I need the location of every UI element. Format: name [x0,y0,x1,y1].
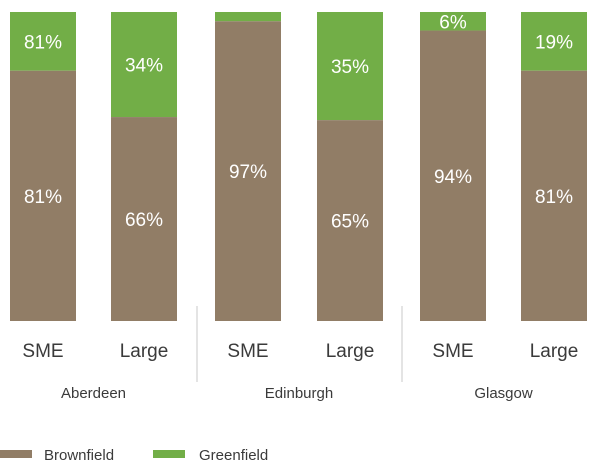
bar-brownfield-glasgow-large [521,70,587,322]
data-label-brownfield: 66% [125,210,163,231]
bar-brownfield-aberdeen-large [111,117,177,321]
legend-swatch-greenfield [153,450,185,458]
tick-label: SME [432,341,473,362]
data-label-greenfield: 34% [125,56,163,77]
group-label: Edinburgh [265,385,333,402]
bar-brownfield-glasgow-sme [420,30,486,321]
category-axis: SME Large Aberdeen SME Large Edinburgh SME Larg… [22,306,578,402]
tick-label: Large [120,341,169,362]
data-label-brownfield: 65% [331,212,369,233]
legend-label-brownfield: Brownfield [44,447,114,462]
bar-brownfield-edinburgh-large [317,120,383,322]
bar-brownfield-edinburgh-sme [215,21,281,322]
legend: Brownfield Greenfield [0,447,268,462]
tick-label: SME [227,341,268,362]
tick-label: Large [530,341,579,362]
data-label-brownfield: 94% [434,167,472,188]
legend-label-greenfield: Greenfield [199,447,268,462]
bar-greenfield-edinburgh-large [317,12,383,121]
bar-greenfield-glasgow-large [521,12,587,71]
legend-swatch-brownfield [0,450,32,458]
bar-greenfield-glasgow-sme [420,12,486,31]
bar-greenfield-aberdeen-sme [10,12,76,71]
group-label: Aberdeen [61,385,126,402]
group-label: Glasgow [474,385,533,402]
bar-brownfield-aberdeen-sme [10,70,76,322]
data-label-greenfield: 81% [24,32,62,53]
data-label-greenfield: 35% [331,57,369,78]
tick-label: Large [326,341,375,362]
data-label-greenfield: 6% [439,13,467,34]
bar-greenfield-edinburgh-sme [215,12,281,22]
bars-layer: 81% 81% 66% 34% 97% 65% 35% 94% 6% 81% 19% [10,12,587,322]
tick-label: SME [22,341,63,362]
bar-greenfield-aberdeen-large [111,12,177,118]
data-label-brownfield: 81% [24,187,62,208]
data-label-brownfield: 97% [229,162,267,183]
data-label-greenfield: 19% [535,32,573,53]
data-label-brownfield: 81% [535,187,573,208]
